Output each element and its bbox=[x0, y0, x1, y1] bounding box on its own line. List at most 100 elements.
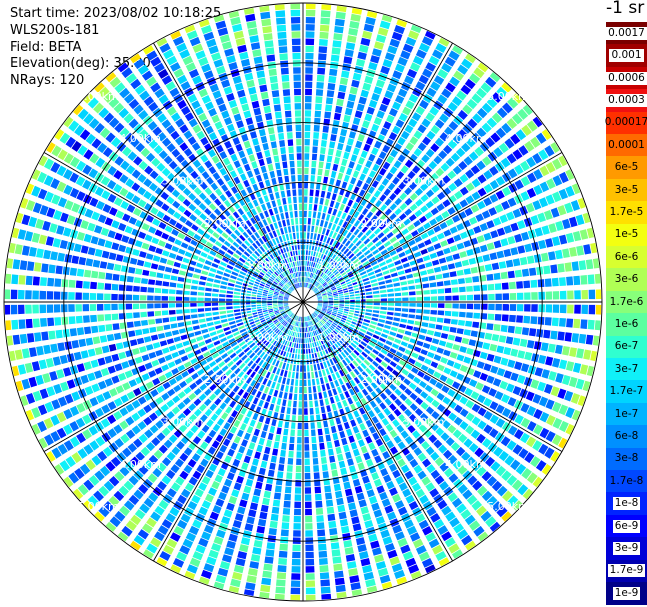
ppi-cell bbox=[299, 277, 301, 282]
ppi-cell bbox=[129, 339, 138, 347]
ppi-cell bbox=[566, 318, 574, 328]
ppi-cell bbox=[54, 129, 65, 140]
ppi-cell bbox=[384, 274, 391, 280]
ppi-cell bbox=[493, 446, 504, 457]
ppi-cell bbox=[277, 349, 282, 354]
ppi-cell bbox=[319, 219, 324, 227]
ppi-cell bbox=[228, 279, 236, 284]
ppi-cell bbox=[335, 233, 341, 241]
ppi-cell bbox=[172, 200, 181, 209]
ppi-cell bbox=[468, 257, 477, 265]
ppi-cell bbox=[229, 465, 238, 474]
ppi-cell bbox=[373, 478, 383, 487]
ppi-cell bbox=[326, 311, 332, 314]
ppi-cell bbox=[283, 278, 287, 283]
ppi-cell bbox=[319, 31, 329, 39]
ppi-cell bbox=[422, 136, 432, 146]
ppi-cell bbox=[268, 240, 274, 247]
ppi-cell bbox=[267, 271, 272, 276]
ppi-cell bbox=[64, 254, 73, 263]
ppi-cell bbox=[228, 533, 238, 542]
ppi-cell bbox=[317, 296, 322, 298]
ppi-cell bbox=[372, 334, 380, 340]
ppi-cell bbox=[4, 289, 11, 300]
ppi-cell bbox=[221, 516, 231, 525]
ppi-cell bbox=[308, 326, 311, 332]
ppi-cell bbox=[383, 253, 391, 260]
ppi-cell bbox=[179, 470, 189, 480]
ppi-cell bbox=[363, 348, 371, 355]
nrays-text: NRays: 120 bbox=[10, 73, 85, 89]
ppi-cell bbox=[75, 315, 83, 324]
ppi-cell bbox=[465, 540, 476, 551]
ppi-cell bbox=[337, 91, 346, 100]
ppi-cell bbox=[365, 419, 373, 428]
ppi-cell bbox=[227, 360, 234, 368]
ppi-cell bbox=[50, 343, 58, 353]
ppi-cell bbox=[249, 279, 255, 283]
ppi-cell bbox=[213, 59, 224, 68]
ppi-cell bbox=[316, 317, 320, 322]
ppi-cell bbox=[402, 262, 410, 269]
ppi-cell bbox=[228, 62, 238, 71]
ppi-cell bbox=[128, 216, 137, 225]
ppi-cell bbox=[241, 492, 250, 501]
ppi-cell bbox=[158, 374, 167, 383]
ppi-cell bbox=[331, 373, 337, 381]
ppi-cell bbox=[471, 500, 483, 511]
ppi-cell bbox=[152, 467, 162, 478]
ppi-cell bbox=[323, 420, 329, 428]
ppi-cell bbox=[139, 211, 148, 220]
ppi-cell bbox=[253, 271, 259, 276]
ppi-cell bbox=[275, 434, 281, 442]
ppi-cell bbox=[437, 288, 445, 294]
ppi-cell bbox=[326, 90, 335, 98]
ppi-cell bbox=[102, 391, 112, 401]
ppi-cell bbox=[266, 542, 276, 550]
ppi-cell bbox=[390, 272, 398, 278]
ppi-cell bbox=[326, 278, 331, 283]
ppi-cell bbox=[424, 358, 432, 365]
ppi-cell bbox=[286, 310, 291, 314]
ppi-cell bbox=[372, 313, 379, 318]
ppi-cell bbox=[559, 304, 567, 314]
ppi-cell bbox=[335, 363, 341, 371]
ppi-cell bbox=[234, 513, 244, 522]
ppi-cell bbox=[373, 306, 380, 310]
ppi-cell bbox=[430, 143, 440, 153]
ppi-cell bbox=[198, 393, 207, 402]
ppi-cell bbox=[332, 330, 338, 335]
ppi-cell bbox=[170, 532, 181, 542]
ppi-cell bbox=[514, 414, 524, 425]
ppi-cell bbox=[411, 112, 422, 122]
ppi-cell bbox=[230, 16, 241, 26]
ppi-cell bbox=[119, 420, 129, 430]
ppi-cell bbox=[288, 275, 292, 280]
ppi-cell bbox=[179, 452, 189, 462]
ppi-cell bbox=[276, 336, 280, 341]
ppi-cell bbox=[564, 332, 572, 342]
ppi-cell bbox=[201, 328, 209, 334]
ppi-cell bbox=[235, 348, 243, 355]
ppi-cell bbox=[322, 254, 327, 260]
ppi-cell bbox=[464, 514, 476, 526]
ppi-cell bbox=[521, 231, 530, 241]
ppi-cell bbox=[544, 145, 555, 157]
ppi-cell bbox=[233, 419, 241, 428]
ppi-cell bbox=[289, 257, 292, 263]
ppi-cell bbox=[233, 376, 240, 384]
ppi-cell bbox=[550, 386, 560, 397]
ppi-cell bbox=[404, 470, 414, 480]
instrument-text: WLS200s-181 bbox=[10, 22, 100, 38]
ppi-cell bbox=[579, 364, 589, 375]
ppi-cell bbox=[321, 132, 328, 140]
ppi-cell bbox=[344, 190, 351, 198]
ppi-cell bbox=[160, 415, 170, 425]
ppi-cell bbox=[398, 414, 407, 423]
ppi-cell bbox=[330, 542, 340, 550]
ppi-cell bbox=[354, 485, 363, 494]
ppi-cell bbox=[280, 350, 284, 356]
ppi-cell bbox=[321, 593, 332, 600]
ppi-cell bbox=[541, 129, 552, 140]
ppi-cell bbox=[141, 319, 148, 326]
